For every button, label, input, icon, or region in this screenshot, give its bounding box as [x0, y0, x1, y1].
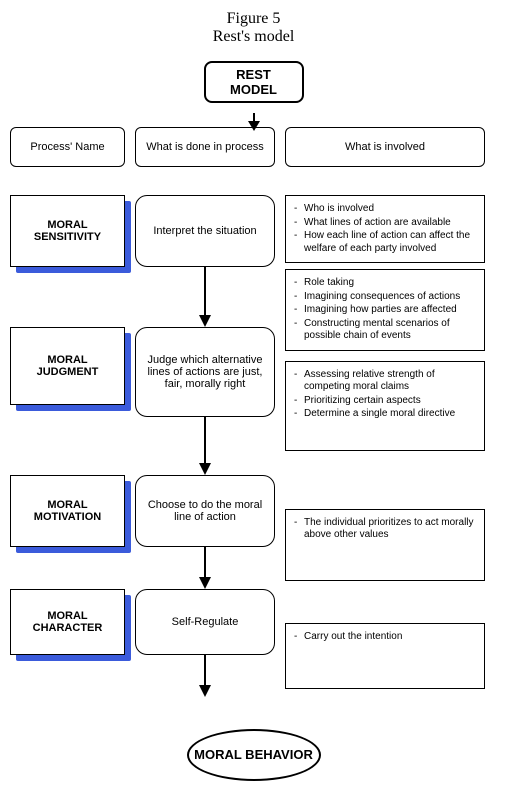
arrow-down-icon — [196, 267, 214, 327]
arrow-connector — [196, 547, 214, 589]
col-process-name: Process' Name MORAL SENSITIVITY MORAL JUD… — [10, 127, 125, 731]
involved-item: Role taking — [294, 277, 476, 290]
rest-model-box: REST MODEL — [204, 61, 304, 103]
involved-item: The individual prioritizes to act morall… — [294, 517, 476, 542]
involved-item: Imagining consequences of actions — [294, 291, 476, 304]
involved-item: Constructing mental scenarios of possibl… — [294, 318, 476, 343]
involved-item: Determine a single moral directive — [294, 408, 476, 421]
process-name-box: MORAL MOTIVATION — [10, 475, 125, 547]
involved-box: Who is involvedWhat lines of action are … — [285, 195, 485, 263]
involved-item: What lines of action are available — [294, 217, 476, 230]
header-left: Process' Name — [10, 127, 125, 167]
process-name-label: MORAL CHARACTER — [10, 589, 125, 655]
figure-caption: Rest's model — [10, 28, 497, 46]
arrow-connector — [196, 417, 214, 475]
arrow-down-icon — [196, 417, 214, 475]
process-name-label: MORAL JUDGMENT — [10, 327, 125, 405]
process-name-box: MORAL SENSITIVITY — [10, 195, 125, 267]
involved-item: Carry out the intention — [294, 631, 476, 644]
process-action-box: Interpret the situation — [135, 195, 275, 267]
process-action-box: Judge which alternative lines of actions… — [135, 327, 275, 417]
figure-number: Figure 5 — [10, 10, 497, 28]
arrow-connector — [196, 267, 214, 327]
arrow-down-icon — [196, 655, 214, 697]
arrow-down-icon — [196, 547, 214, 589]
columns: Process' Name MORAL SENSITIVITY MORAL JUD… — [10, 127, 497, 731]
involved-box: Assessing relative strength of competing… — [285, 361, 485, 451]
col-what-done: What is done in process Interpret the si… — [135, 127, 275, 731]
process-name-label: MORAL SENSITIVITY — [10, 195, 125, 267]
process-action-box: Choose to do the moral line of action — [135, 475, 275, 547]
col-what-involved: What is involved Who is involvedWhat lin… — [285, 127, 485, 731]
involved-item: Imagining how parties are affected — [294, 304, 476, 317]
involved-box: The individual prioritizes to act morall… — [285, 509, 485, 581]
process-name-box: MORAL CHARACTER — [10, 589, 125, 655]
process-name-label: MORAL MOTIVATION — [10, 475, 125, 547]
arrow-top — [10, 113, 497, 127]
figure-title-block: Figure 5 Rest's model — [10, 10, 497, 46]
moral-behavior-ellipse: MORAL BEHAVIOR — [187, 729, 321, 781]
arrow-connector — [196, 655, 214, 697]
header-right: What is involved — [285, 127, 485, 167]
involved-item: How each line of action can affect the w… — [294, 230, 476, 255]
process-name-box: MORAL JUDGMENT — [10, 327, 125, 405]
involved-box: Role takingImagining consequences of act… — [285, 269, 485, 351]
header-mid: What is done in process — [135, 127, 275, 167]
involved-item: Assessing relative strength of competing… — [294, 369, 476, 394]
involved-box: Carry out the intention — [285, 623, 485, 689]
final-ellipse-wrap: MORAL BEHAVIOR — [10, 729, 497, 781]
process-action-box: Self-Regulate — [135, 589, 275, 655]
involved-item: Who is involved — [294, 203, 476, 216]
involved-item: Prioritizing certain aspects — [294, 395, 476, 408]
